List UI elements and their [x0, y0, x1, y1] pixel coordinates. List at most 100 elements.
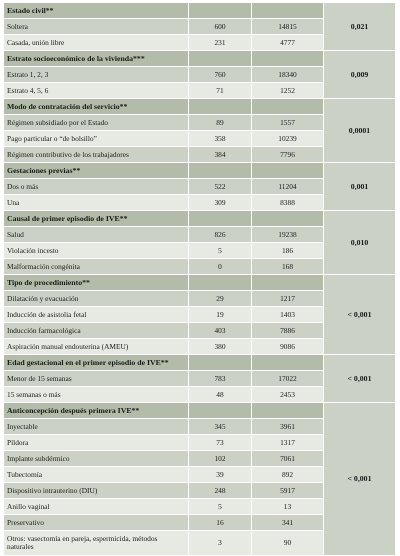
count-ive-total: 5917 [251, 482, 324, 499]
count-ive-repeat: 783 [188, 370, 252, 387]
header-cell-empty [251, 354, 324, 371]
count-ive-repeat: 231 [188, 34, 252, 51]
row-label: Menor de 15 semanas [3, 370, 189, 387]
count-ive-total: 8388 [251, 194, 324, 211]
header-cell-empty [188, 98, 252, 115]
row-label: Píldora [3, 434, 189, 451]
count-ive-total: 1217 [251, 290, 324, 307]
section-header-row: Tipo de procedimiento** < 0,001 [3, 274, 396, 355]
p-value-cell: < 0,001 [323, 354, 396, 403]
section-header-row: Edad gestacional en el primer episodio d… [3, 354, 396, 403]
row-label: Salud [3, 226, 189, 243]
count-ive-total: 7796 [251, 146, 324, 163]
table-row: Régimen contributivo de los trabajadores… [3, 146, 396, 163]
count-ive-total: 14815 [251, 18, 324, 35]
table-row: Salud 826 19238 [3, 226, 396, 243]
count-ive-total: 1252 [251, 82, 324, 99]
header-cell-empty [251, 2, 324, 19]
count-ive-total: 11204 [251, 178, 324, 195]
count-ive-total: 892 [251, 466, 324, 483]
table-row: Preservativo 16 341 [3, 514, 396, 531]
p-value-cell: 0,001 [323, 162, 396, 211]
count-ive-total: 2453 [251, 386, 324, 403]
section-title: Gestaciones previas** [3, 162, 189, 179]
count-ive-repeat: 16 [188, 514, 252, 531]
row-label: Régimen subsidiado por el Estado [3, 114, 189, 131]
row-label: 15 semanas o más [3, 386, 189, 403]
row-label: Inducción farmacológica [3, 322, 189, 339]
count-ive-repeat: 309 [188, 194, 252, 211]
section-header-row: Causal de primer episodio de IVE** 0,010 [3, 210, 396, 275]
count-ive-repeat: 3 [188, 530, 252, 556]
row-label: Dos o más [3, 178, 189, 195]
count-ive-repeat: 71 [188, 82, 252, 99]
table-row: Inyectable 345 3961 [3, 418, 396, 435]
count-ive-repeat: 248 [188, 482, 252, 499]
header-cell-empty [251, 50, 324, 67]
count-ive-total: 168 [251, 258, 324, 275]
count-ive-repeat: 358 [188, 130, 252, 147]
header-cell-empty [188, 210, 252, 227]
p-value-cell: < 0,001 [323, 274, 396, 355]
count-ive-repeat: 29 [188, 290, 252, 307]
row-label: Anillo vaginal [3, 498, 189, 515]
row-label: Implante subdérmico [3, 450, 189, 467]
table-row: Estrato 4, 5, 6 71 1252 [3, 82, 396, 99]
ive-statistics-table: Estado civil** 0,021 Soltera 600 14815 Casada… [3, 2, 396, 556]
count-ive-repeat: 19 [188, 306, 252, 323]
table-row: Inducción farmacológica 403 7886 [3, 322, 396, 339]
p-value-cell: 0,0001 [323, 98, 396, 163]
section-title: Estado civil** [3, 2, 189, 19]
section-header-row: Estrato socioeconómico de la vivienda***… [3, 50, 396, 99]
count-ive-total: 186 [251, 242, 324, 259]
section-title: Causal de primer episodio de IVE** [3, 210, 189, 227]
section-title: Estrato socioeconómico de la vivienda*** [3, 50, 189, 67]
header-cell-empty [188, 162, 252, 179]
header-cell-empty [251, 98, 324, 115]
section-title: Anticoncepción después primera IVE** [3, 402, 189, 419]
row-label: Tubectomía [3, 466, 189, 483]
count-ive-total: 13 [251, 498, 324, 515]
p-value-cell: 0,021 [323, 2, 396, 51]
count-ive-repeat: 5 [188, 242, 252, 259]
header-cell-empty [188, 354, 252, 371]
statistics-table-page: Estado civil** 0,021 Soltera 600 14815 Casada… [3, 2, 396, 556]
section-header-row: Estado civil** 0,021 [3, 2, 396, 51]
count-ive-total: 3961 [251, 418, 324, 435]
row-label: Preservativo [3, 514, 189, 531]
row-label: Otros: vasectomía en pareja, espermicida… [3, 530, 189, 556]
table-row: Régimen subsidiado por el Estado 89 1557 [3, 114, 396, 131]
header-cell-empty [251, 274, 324, 291]
count-ive-repeat: 89 [188, 114, 252, 131]
header-cell-empty [188, 274, 252, 291]
row-label: Inducción de asistolia fetal [3, 306, 189, 323]
row-label: Inyectable [3, 418, 189, 435]
count-ive-repeat: 384 [188, 146, 252, 163]
header-cell-empty [188, 2, 252, 19]
row-label: Pago particular o “de bolsillo” [3, 130, 189, 147]
count-ive-total: 1317 [251, 434, 324, 451]
count-ive-total: 17022 [251, 370, 324, 387]
section-header-row: Modo de contratación del servicio** 0,000… [3, 98, 396, 163]
count-ive-repeat: 380 [188, 338, 252, 355]
count-ive-repeat: 48 [188, 386, 252, 403]
row-label: Soltera [3, 18, 189, 35]
count-ive-repeat: 345 [188, 418, 252, 435]
section-header-row: Anticoncepción después primera IVE** < 0,… [3, 402, 396, 556]
row-label: Estrato 4, 5, 6 [3, 82, 189, 99]
row-label: Régimen contributivo de los trabajadores [3, 146, 189, 163]
count-ive-total: 341 [251, 514, 324, 531]
table-row: Estrato 1, 2, 3 760 18340 [3, 66, 396, 83]
count-ive-repeat: 39 [188, 466, 252, 483]
header-cell-empty [251, 402, 324, 419]
header-cell-empty [251, 162, 324, 179]
row-label: Dispositivo intrauterino (DIU) [3, 482, 189, 499]
table-body: Estado civil** 0,021 Soltera 600 14815 Casada… [3, 2, 396, 556]
table-row: Tubectomía 39 892 [3, 466, 396, 483]
count-ive-repeat: 826 [188, 226, 252, 243]
count-ive-total: 9086 [251, 338, 324, 355]
count-ive-total: 4777 [251, 34, 324, 51]
count-ive-total: 19238 [251, 226, 324, 243]
count-ive-repeat: 522 [188, 178, 252, 195]
row-label: Aspiración manual endouterina (AMEU) [3, 338, 189, 355]
